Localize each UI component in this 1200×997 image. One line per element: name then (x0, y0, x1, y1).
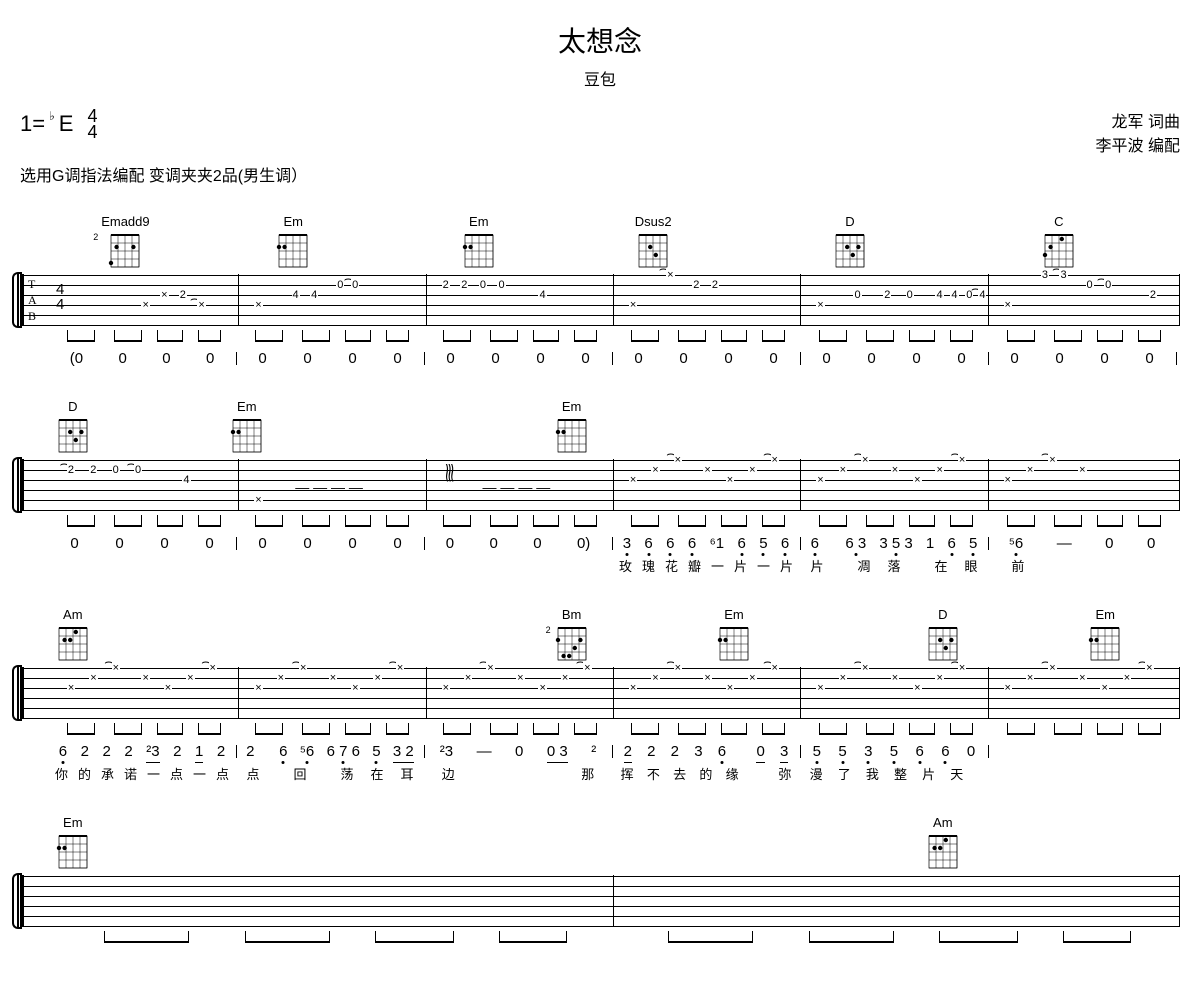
tab-bar: ×— — — — (239, 459, 426, 511)
tab-staff: ××⌢××××⌢×××⌢××××⌢×××⌢××××⌢×××⌢××××⌢×××⌢×… (20, 667, 1180, 719)
chord-diagram: 2Emadd9 (101, 214, 149, 271)
tab-bar: 44××2⌢× (52, 274, 239, 326)
credits: 龙军 词曲 李平波 编配 (1096, 108, 1180, 156)
chord-diagram: Am (55, 607, 91, 664)
chord-diagram: Am (925, 815, 961, 872)
tab-bar: ××⌢××××⌢× (52, 667, 239, 719)
chord-diagram: Em (55, 815, 91, 872)
tab-staff: ⌢220⌢04×— — — —≋— — — —××⌢××××⌢×××⌢××××⌢… (20, 459, 1180, 511)
tab-bar: ×440⌢0 (239, 274, 426, 326)
time-signature: 44 (87, 108, 97, 140)
tab-system: 2Emadd9EmEmDsus2DCTAB44××2⌢××440⌢022004×… (20, 214, 1180, 367)
tab-bar: ××⌢××××⌢× (801, 459, 988, 511)
tab-bar: ≋— — — — (427, 459, 614, 511)
tab-system: DEmEm⌢220⌢04×— — — —≋— — — —××⌢××××⌢×××⌢… (20, 399, 1180, 575)
tab-bar: ××⌢××××⌢× (614, 459, 801, 511)
tab-bar: ××⌢××××⌢× (801, 667, 988, 719)
tab-bar: ××⌢××××⌢× (989, 667, 1175, 719)
tab-bar: ××⌢×× (989, 459, 1175, 511)
tab-bar: 22004 (427, 274, 614, 326)
chord-diagram: Em (716, 607, 752, 664)
chord-diagram: D (832, 214, 868, 271)
key-signature: 1=♭E 44 (20, 108, 97, 140)
jianpu-row: (000000000000000000000000 (48, 350, 1176, 367)
chord-diagram: Em (275, 214, 311, 271)
tab-staff (20, 875, 1180, 927)
jianpu-row: 000000000000)3666⁶165666 33 5 3165⁵6—00 (48, 535, 1176, 552)
lyrics-row: 你的承诺一点一点点回荡在耳边那挥不去的缘弥漫了我整片天 (48, 764, 1176, 783)
tab-bar: ×3⌢30⌢02 (989, 274, 1175, 326)
chord-diagram: Em (229, 399, 265, 456)
tab-bar: ××⌢××××⌢× (614, 667, 801, 719)
tab-system: Em Am (20, 815, 1180, 945)
tab-staff: TAB44××2⌢××440⌢022004×⌢×22×020440⌢4×3⌢30… (20, 274, 1180, 326)
chord-diagram: Em (1087, 607, 1123, 664)
chord-diagram: D (55, 399, 91, 456)
song-title: 太想念 (20, 20, 1180, 60)
tab-bar (52, 875, 614, 927)
tab-bar: ×⌢×22 (614, 274, 801, 326)
jianpu-row: 6222²321226⁵66 7 653 2²3—00 3²2223603553… (48, 743, 1176, 760)
tab-bar (614, 875, 1175, 927)
tab-system: Am2BmEmDEm××⌢××××⌢×××⌢××××⌢×××⌢××××⌢×××⌢… (20, 607, 1180, 783)
tab-bar: ××⌢××××⌢× (239, 667, 426, 719)
tab-bar: ××⌢××××⌢× (427, 667, 614, 719)
tab-bar: ×020440⌢4 (801, 274, 988, 326)
chord-diagram: Em (461, 214, 497, 271)
instruction-text: 选用G调指法编配 变调夹夹2品(男生调） (20, 162, 1180, 186)
chord-diagram: Em (554, 399, 590, 456)
tab-bar: ⌢220⌢04 (52, 459, 239, 511)
song-subtitle: 豆包 (20, 66, 1180, 90)
lyrics-row: 玫瑰花瓣一片一片片凋落在眼前 (48, 556, 1176, 575)
